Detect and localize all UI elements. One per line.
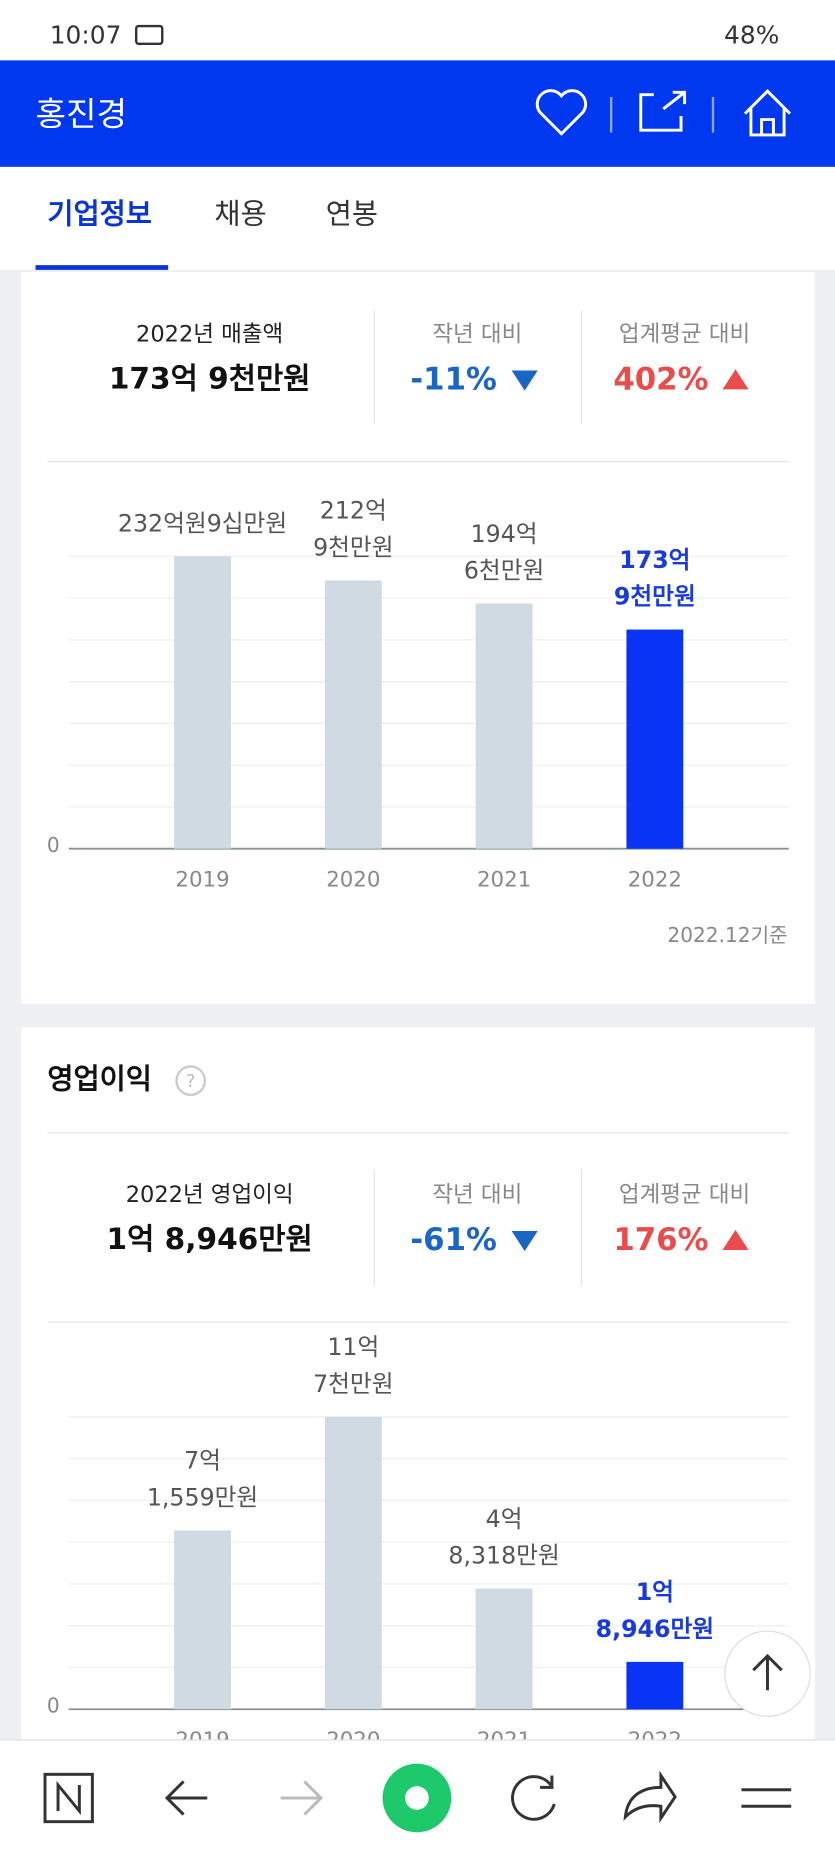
tab[interactable]: 채용 <box>214 197 266 230</box>
tab-bar <box>0 166 835 270</box>
value-label: 212억 9천만원 <box>313 496 393 561</box>
bar <box>174 556 231 849</box>
summary-label: 2022년 영업이익 <box>126 1182 294 1208</box>
header-title: 홍진경 <box>36 95 127 134</box>
bar <box>324 1416 382 1710</box>
industry-value: 176% <box>613 1222 708 1258</box>
status-battery: 48% <box>724 21 779 50</box>
y-tick-label: 0 <box>47 833 60 857</box>
section-title: 영업이익 <box>47 1063 152 1096</box>
x-tick-label: 2021 <box>477 868 531 893</box>
down-arrow <box>511 370 538 391</box>
bar <box>626 629 684 849</box>
yoy-label: 작년 대비 <box>432 1182 522 1208</box>
help-icon[interactable] <box>175 1065 207 1097</box>
value-label: 194억 6천만원 <box>464 519 544 584</box>
x-tick-label: 2019 <box>175 868 229 893</box>
naver-icon <box>56 1780 81 1816</box>
value-label: 4억 8,318만원 <box>448 1504 559 1569</box>
summary-label: 2022년 매출액 <box>136 321 283 347</box>
y-tick-label: 0 <box>47 1693 60 1717</box>
bar <box>475 603 533 849</box>
reload-button[interactable] <box>511 1775 556 1821</box>
forward-button[interactable] <box>280 1780 324 1816</box>
tab[interactable]: 연봉 <box>326 197 378 230</box>
up-arrow <box>722 369 749 390</box>
value-label: 1억 8,946만원 <box>596 1578 714 1643</box>
chart-note: 2022.12기준 <box>667 923 787 947</box>
up-arrow <box>722 1229 749 1250</box>
value-label: 7억 1,559만원 <box>147 1446 258 1511</box>
share-nav-button[interactable] <box>623 1770 677 1824</box>
status-time: 10:07 <box>50 21 122 50</box>
bar <box>174 1530 231 1710</box>
status-bar <box>0 0 835 61</box>
share-button[interactable] <box>639 90 687 132</box>
tab-indicator <box>35 265 169 270</box>
x-tick-label: 2022 <box>628 868 682 893</box>
industry-value: 402% <box>613 362 708 398</box>
bar <box>626 1661 684 1710</box>
card <box>21 1027 815 1762</box>
header <box>0 60 835 167</box>
value-label: 173억 9천만원 <box>614 545 696 610</box>
tab[interactable]: 기업정보 <box>47 197 152 230</box>
bar <box>324 580 382 849</box>
down-arrow <box>511 1231 538 1252</box>
yoy-value: -11% <box>410 362 496 398</box>
help-icon-mark: ? <box>186 1072 195 1092</box>
x-tick-label: 2020 <box>326 868 380 893</box>
value-label: 232억원9십만원 <box>118 509 287 537</box>
bar <box>475 1588 533 1710</box>
industry-label: 업계평균 대비 <box>619 321 750 347</box>
back-button[interactable] <box>164 1780 208 1816</box>
home-button[interactable] <box>743 89 792 137</box>
value-label: 11억 7천만원 <box>313 1333 393 1398</box>
industry-label: 업계평균 대비 <box>619 1182 750 1208</box>
summary-value: 1억 8,946만원 <box>107 1222 313 1256</box>
green-dot-inner <box>405 1786 429 1810</box>
menu-button[interactable] <box>741 1788 792 1808</box>
status-icon <box>135 24 164 45</box>
yoy-value: -61% <box>410 1222 496 1258</box>
like-button[interactable] <box>535 89 588 136</box>
scroll-top-arrow <box>752 1653 783 1691</box>
naver-button[interactable] <box>43 1772 94 1824</box>
yoy-label: 작년 대비 <box>432 321 522 347</box>
summary-value: 173억 9천만원 <box>109 361 311 395</box>
